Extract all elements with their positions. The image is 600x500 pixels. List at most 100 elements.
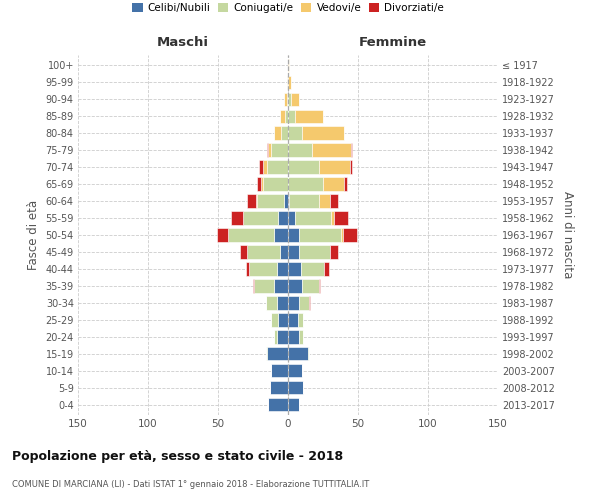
Bar xyxy=(241,246,247,258)
Bar xyxy=(341,228,343,241)
Bar xyxy=(288,178,323,190)
Bar xyxy=(295,110,323,123)
Bar xyxy=(266,296,277,310)
Y-axis label: Anni di nascita: Anni di nascita xyxy=(562,192,574,278)
Bar xyxy=(288,314,298,326)
Bar xyxy=(319,194,330,207)
Text: Popolazione per età, sesso e stato civile - 2018: Popolazione per età, sesso e stato civil… xyxy=(12,450,343,463)
Bar xyxy=(267,347,288,360)
Bar xyxy=(301,262,325,276)
Bar xyxy=(288,262,301,276)
Bar xyxy=(256,194,257,207)
Bar xyxy=(228,228,274,241)
Bar xyxy=(277,296,288,310)
Bar xyxy=(288,92,291,106)
Bar xyxy=(350,160,352,173)
Bar xyxy=(302,280,319,292)
Bar xyxy=(288,58,289,72)
Bar xyxy=(270,381,288,394)
Bar xyxy=(246,262,249,276)
Bar xyxy=(344,178,347,190)
Bar xyxy=(299,330,304,344)
Bar xyxy=(259,160,263,173)
Bar xyxy=(291,92,299,106)
Bar xyxy=(267,144,268,156)
Bar xyxy=(319,280,320,292)
Bar xyxy=(278,212,288,224)
Bar xyxy=(284,194,288,207)
Bar xyxy=(289,194,319,207)
Bar xyxy=(288,144,312,156)
Bar xyxy=(312,144,351,156)
Bar xyxy=(323,178,344,190)
Bar xyxy=(267,160,288,173)
Bar xyxy=(330,194,338,207)
Bar xyxy=(274,330,277,344)
Bar xyxy=(268,144,271,156)
Bar xyxy=(280,110,285,123)
Bar xyxy=(257,178,262,190)
Text: COMUNE DI MARCIANA (LI) - Dati ISTAT 1° gennaio 2018 - Elaborazione TUTTITALIA.I: COMUNE DI MARCIANA (LI) - Dati ISTAT 1° … xyxy=(12,480,369,489)
Bar xyxy=(254,280,274,292)
Text: Femmine: Femmine xyxy=(359,36,427,49)
Bar xyxy=(299,246,330,258)
Bar xyxy=(288,296,299,310)
Bar xyxy=(281,126,288,140)
Y-axis label: Fasce di età: Fasce di età xyxy=(27,200,40,270)
Bar xyxy=(299,296,309,310)
Bar xyxy=(288,126,302,140)
Bar xyxy=(285,110,288,123)
Bar xyxy=(262,178,263,190)
Bar xyxy=(288,160,319,173)
Bar xyxy=(288,212,295,224)
Bar xyxy=(287,92,288,106)
Bar xyxy=(309,296,310,310)
Bar xyxy=(288,364,302,378)
Bar xyxy=(288,246,299,258)
Bar xyxy=(266,347,267,360)
Bar xyxy=(343,228,356,241)
Bar xyxy=(268,398,288,411)
Bar xyxy=(249,262,277,276)
Bar xyxy=(243,212,278,224)
Bar xyxy=(247,194,256,207)
Bar xyxy=(247,246,280,258)
Bar xyxy=(284,92,287,106)
Bar xyxy=(257,194,284,207)
Bar xyxy=(308,347,309,360)
Bar xyxy=(277,330,288,344)
Text: Maschi: Maschi xyxy=(157,36,209,49)
Bar xyxy=(288,194,289,207)
Bar xyxy=(263,160,267,173)
Bar xyxy=(334,212,348,224)
Bar xyxy=(288,347,308,360)
Bar xyxy=(325,262,329,276)
Bar xyxy=(299,228,341,241)
Bar xyxy=(331,212,334,224)
Bar xyxy=(253,280,254,292)
Bar xyxy=(274,280,288,292)
Bar xyxy=(319,160,350,173)
Bar xyxy=(280,246,288,258)
Legend: Celibi/Nubili, Coniugati/e, Vedovi/e, Divorziati/e: Celibi/Nubili, Coniugati/e, Vedovi/e, Di… xyxy=(128,0,448,18)
Bar xyxy=(230,212,243,224)
Bar xyxy=(288,110,295,123)
Bar xyxy=(302,126,344,140)
Bar xyxy=(274,228,288,241)
Bar xyxy=(288,398,299,411)
Bar xyxy=(277,262,288,276)
Bar xyxy=(288,381,304,394)
Bar xyxy=(274,126,281,140)
Bar xyxy=(271,314,278,326)
Bar xyxy=(288,228,299,241)
Bar xyxy=(271,364,288,378)
Bar xyxy=(217,228,228,241)
Bar xyxy=(271,144,288,156)
Bar xyxy=(288,76,291,89)
Bar xyxy=(288,280,302,292)
Bar xyxy=(278,314,288,326)
Bar xyxy=(330,246,338,258)
Bar xyxy=(295,212,331,224)
Bar xyxy=(298,314,304,326)
Bar xyxy=(288,330,299,344)
